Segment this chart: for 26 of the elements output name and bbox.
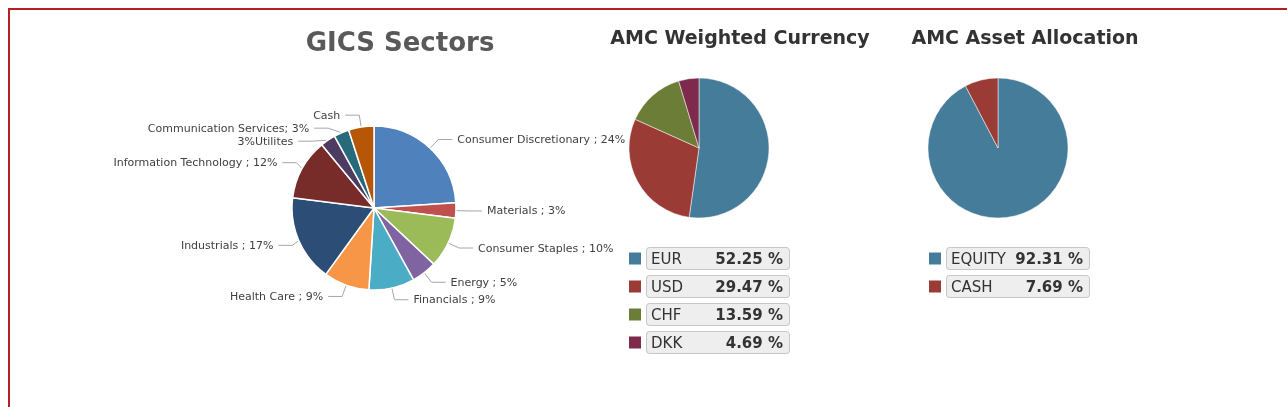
data-label: 92.31 % (1015, 249, 1083, 268)
slice-label: Communication Services; 3% (147, 121, 310, 135)
data-label: 4.69 % (725, 333, 783, 352)
chart-title: AMC Weighted Currency (610, 25, 871, 48)
data-label: 29.47 % (715, 277, 783, 296)
slice-label: Health Care ; 9% (229, 289, 324, 303)
chart-title: AMC Asset Allocation (911, 25, 1139, 48)
slice-label: Financials ; 9% (413, 293, 496, 307)
data-label: 52.25 % (715, 249, 783, 268)
slice-label: Cash (313, 108, 341, 122)
legend-label: USD (651, 277, 684, 296)
legend-label: CASH (951, 277, 993, 296)
legend-label: EUR (651, 249, 682, 268)
data-label: 13.59 % (715, 305, 783, 324)
slice-label: Consumer Discretionary ; 24% (457, 132, 626, 146)
legend-label: CHF (651, 305, 682, 324)
legend-label: DKK (651, 333, 684, 352)
slice-label: Materials ; 3% (486, 204, 566, 218)
chart-title: GICS Sectors (305, 27, 495, 57)
slice-label: Industrials ; 17% (180, 238, 274, 252)
slice-label: Consumer Staples ; 10% (478, 241, 614, 255)
slice-label: Information Technology ; 12% (113, 156, 278, 170)
legend-label: EQUITY (951, 249, 1007, 268)
slice-label: Energy ; 5% (450, 275, 518, 289)
slice-label: 3%Utilites (237, 134, 294, 148)
data-label: 7.69 % (1025, 277, 1083, 296)
